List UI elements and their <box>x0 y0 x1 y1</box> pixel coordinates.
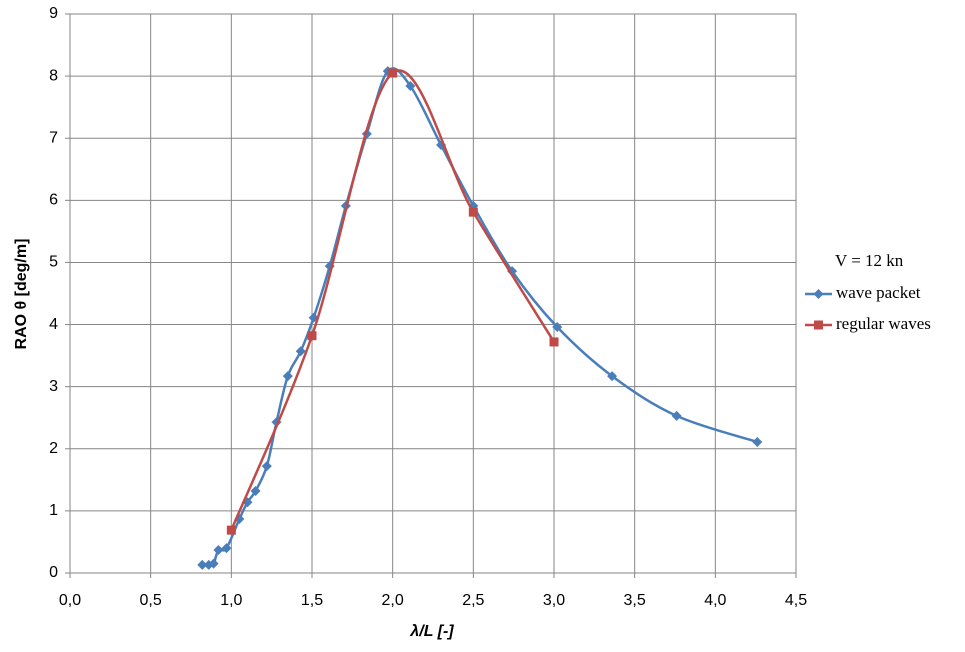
x-tick-label: 0,0 <box>59 592 81 609</box>
legend-title: V = 12 kn <box>835 251 904 270</box>
y-tick-label: 5 <box>49 254 58 271</box>
series-line <box>202 67 758 567</box>
x-tick-label: 3,5 <box>624 592 646 609</box>
marker <box>752 436 763 447</box>
y-tick-label: 7 <box>49 129 58 146</box>
marker <box>226 525 236 535</box>
y-tick-label: 0 <box>49 564 58 581</box>
x-tick-label: 2,5 <box>462 592 484 609</box>
legend-label: wave packet <box>836 283 921 302</box>
marker <box>552 322 563 333</box>
y-tick-label: 2 <box>49 440 58 457</box>
x-tick-label: 1,0 <box>220 592 242 609</box>
marker <box>221 543 232 554</box>
marker <box>197 559 208 570</box>
marker <box>388 68 398 78</box>
legend: V = 12 kn wave packet regular waves <box>805 251 931 333</box>
x-tick-label: 4,0 <box>704 592 726 609</box>
marker <box>208 558 219 569</box>
legend-label: regular waves <box>836 314 931 333</box>
marker <box>549 337 559 347</box>
marker <box>295 346 306 357</box>
y-tick-label: 9 <box>49 5 58 22</box>
x-tick-label: 3,0 <box>543 592 565 609</box>
x-tick-label: 1,5 <box>301 592 323 609</box>
x-axis-label: λ/L [-] <box>409 623 454 640</box>
marker <box>250 486 261 497</box>
marker <box>468 207 478 217</box>
x-tick-label: 2,0 <box>382 592 404 609</box>
marker <box>671 410 682 421</box>
y-tick-label: 8 <box>49 67 58 84</box>
series-line <box>230 69 556 531</box>
marker <box>261 461 272 472</box>
y-tick-label: 6 <box>49 192 58 209</box>
marker <box>307 331 317 341</box>
x-tick-label: 4,5 <box>785 592 807 609</box>
marker <box>213 545 224 556</box>
marker <box>282 371 293 382</box>
y-tick-label: 4 <box>49 316 58 333</box>
x-tick-label: 0,5 <box>140 592 162 609</box>
marker <box>405 81 416 92</box>
legend-marker <box>814 320 823 330</box>
marker <box>507 266 518 277</box>
marker <box>607 371 618 382</box>
plot-frame <box>69 13 797 574</box>
y-tick-label: 1 <box>49 502 58 519</box>
y-tick-label: 3 <box>49 378 58 395</box>
legend-marker <box>813 289 824 299</box>
y-axis-label: RAO θ [deg/m] <box>13 239 30 350</box>
